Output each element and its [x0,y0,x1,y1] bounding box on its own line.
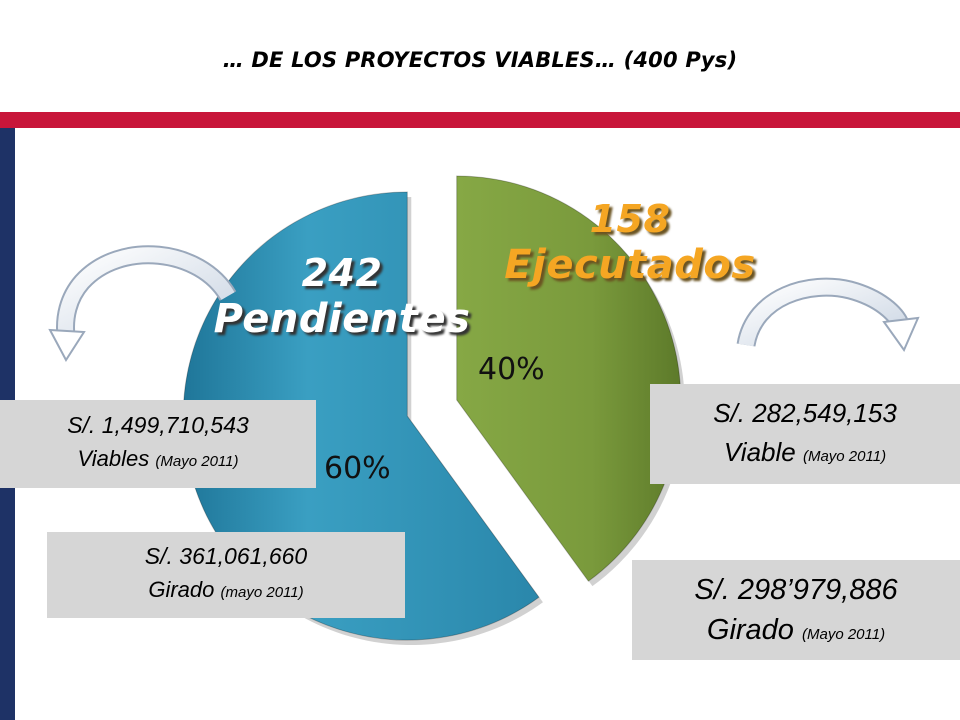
ejecutados-viable-box: S/. 282,549,153 Viable (Mayo 2011) [650,384,960,484]
ejecutados-label: 158 Ejecutados [500,196,760,288]
ejecutados-girado-amount: S/. 298’979,886 [694,574,898,606]
pendientes-name: Pendientes [213,296,471,342]
page-title: … DE LOS PROYECTOS VIABLES… (400 Pys) [222,48,738,72]
pendientes-viables-label: Viables [77,446,150,471]
ejecutados-viable-amount: S/. 282,549,153 [713,398,897,428]
ejecutados-girado-date: (Mayo 2011) [802,626,886,643]
pendientes-viables-date: (Mayo 2011) [155,453,239,470]
ejecutados-count: 158 [589,197,671,241]
pendientes-label: 242 Pendientes [212,250,472,342]
ejecutados-viable-date: (Mayo 2011) [802,448,887,465]
ejecutados-girado-box: S/. 298’979,886 Girado (Mayo 2011) [632,560,960,660]
pendientes-count: 242 [301,251,383,295]
pie-slice-ejecutados [456,175,682,582]
pendientes-viables-amount: S/. 1,499,710,543 [67,412,249,438]
ejecutados-name: Ejecutados [504,242,756,288]
pendientes-girado-label: Girado [148,577,215,602]
pendientes-girado-box: S/. 361,061,660 Girado (mayo 2011) [47,532,405,618]
ejecutados-viable-label: Viable [723,437,796,467]
header-accent-band [0,112,960,128]
pendientes-percent-label: 60% [324,451,391,486]
pendientes-girado-date: (mayo 2011) [220,584,304,601]
ejecutados-girado-label: Girado [706,614,794,646]
pendientes-viables-box: S/. 1,499,710,543 Viables (Mayo 2011) [0,400,316,488]
curved-arrow-left-icon [48,245,237,362]
pendientes-girado-amount: S/. 361,061,660 [144,543,308,569]
ejecutados-percent-label: 40% [478,352,545,387]
curved-arrow-right-icon [736,277,920,353]
